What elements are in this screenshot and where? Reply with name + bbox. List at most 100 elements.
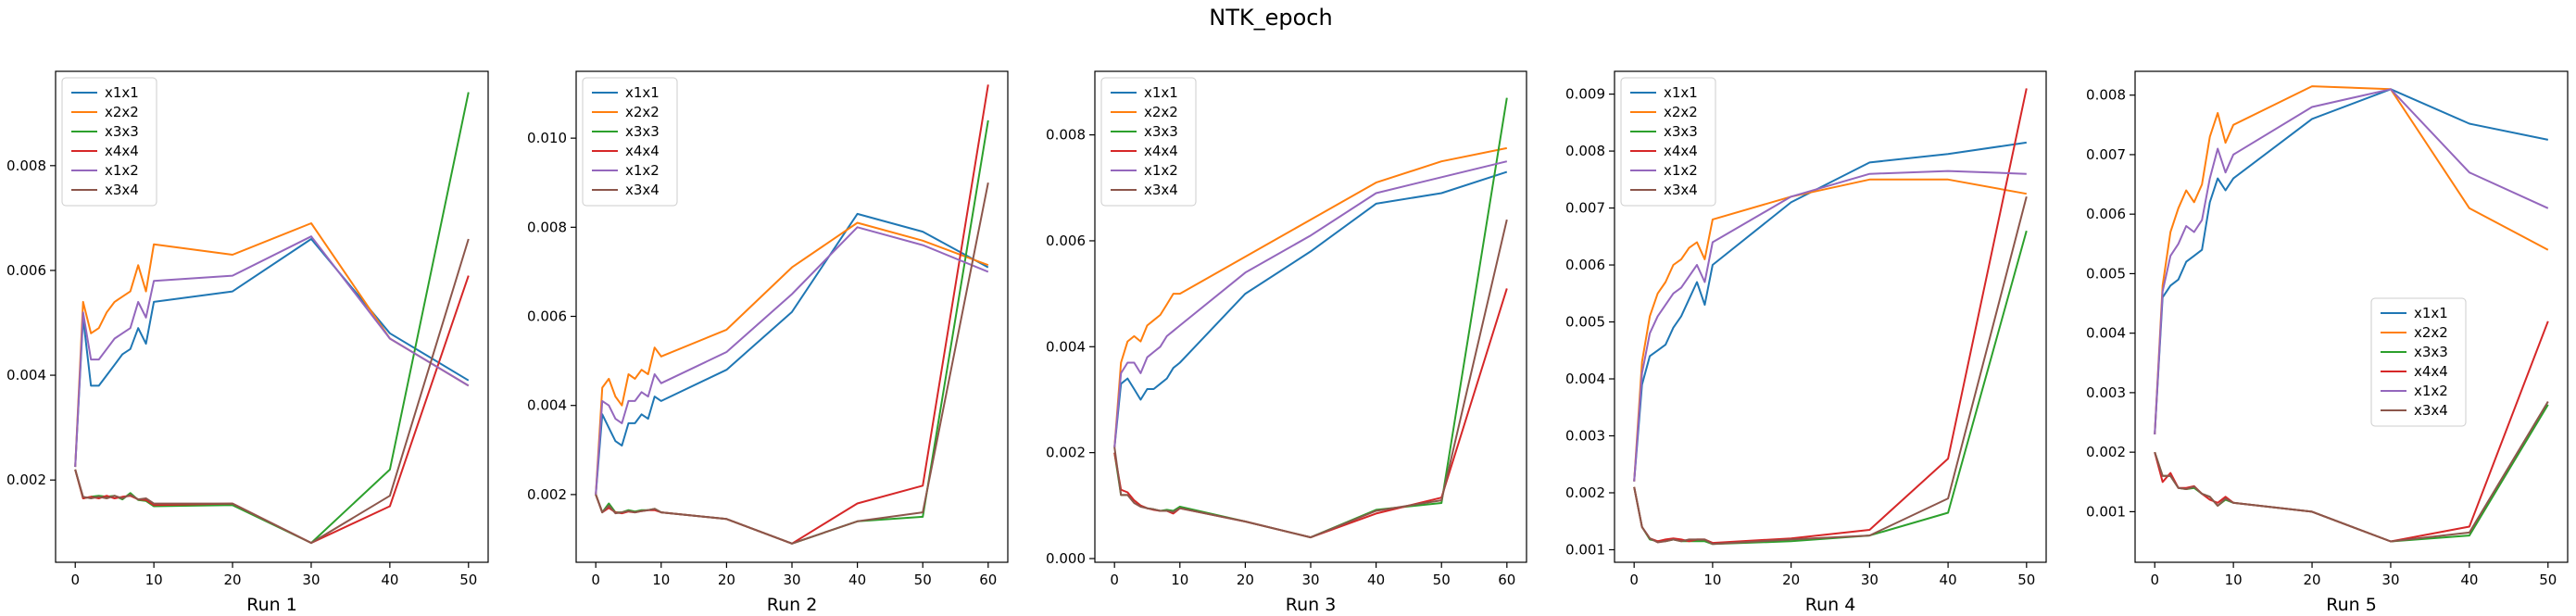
y-tick-label: 0.006 — [527, 308, 567, 325]
series-line-x3x4 — [2154, 400, 2549, 543]
legend-label-x2x2: x2x2 — [105, 104, 139, 120]
y-tick-label: 0.004 — [527, 397, 567, 414]
y-tick-label: 0.009 — [1565, 86, 1605, 103]
series-line-x1x2 — [74, 235, 470, 468]
y-tick-label: 0.004 — [1565, 371, 1605, 387]
y-tick-label: 0.008 — [2086, 87, 2126, 104]
x-tick-label: 30 — [783, 572, 800, 588]
x-tick-label: 30 — [302, 572, 320, 588]
y-tick-label: 0.006 — [1046, 233, 1086, 249]
y-tick-label: 0.006 — [1565, 257, 1605, 273]
series-line-x3x4 — [1633, 196, 2028, 546]
legend-label-x1x1: x1x1 — [1144, 84, 1178, 101]
x-tick-label: 60 — [1498, 572, 1515, 588]
legend-label-x3x4: x3x4 — [1664, 182, 1698, 198]
legend-label-x3x4: x3x4 — [2414, 402, 2448, 419]
legend-label-x1x2: x1x2 — [105, 162, 139, 179]
subplot-grid: 0 10 20 30 40 50 0.002 0.004 0.006 0.008 Run 1 x1x1… — [6, 70, 2569, 615]
legend-label-x2x2: x2x2 — [1144, 104, 1178, 120]
series-line-x2x2 — [595, 221, 989, 495]
legend-label-x3x3: x3x3 — [2414, 344, 2448, 360]
x-tick-label: 50 — [1433, 572, 1451, 588]
y-tick-label: 0.003 — [2086, 384, 2126, 401]
x-axis-label: Run 4 — [1805, 595, 1856, 615]
x-tick-label: 20 — [2303, 572, 2320, 588]
y-tick-label: 0.006 — [2086, 206, 2126, 222]
legend-label-x3x4: x3x4 — [1144, 182, 1178, 198]
series-line-x1x1 — [1113, 170, 1508, 448]
x-tick-label: 10 — [1703, 572, 1721, 588]
series-line-x3x4 — [74, 238, 470, 545]
legend-label-x4x4: x4x4 — [105, 143, 139, 159]
x-tick-label: 40 — [2460, 572, 2478, 588]
y-tick-label: 0.002 — [1046, 445, 1086, 461]
x-tick-label: 20 — [1237, 572, 1254, 588]
y-tick-label: 0.007 — [1565, 200, 1605, 217]
x-tick-label: 0 — [1110, 572, 1119, 588]
legend-box — [582, 77, 678, 207]
x-axis-label: Run 3 — [1286, 595, 1337, 615]
x-tick-label: 0 — [1629, 572, 1639, 588]
legend-label-x3x3: x3x3 — [1144, 123, 1178, 140]
legend: x1x1 x2x2 x3x3 x4x4 x1x2 x3x4 — [1620, 77, 1716, 207]
legend: x1x1 x2x2 x3x3 x4x4 x1x2 x3x4 — [1100, 77, 1197, 207]
series-line-x2x2 — [74, 222, 470, 468]
series-line-x1x2 — [1113, 160, 1508, 447]
legend-label-x1x2: x1x2 — [2414, 383, 2448, 399]
legend-label-x1x2: x1x2 — [625, 162, 660, 179]
series-line-x2x2 — [1113, 146, 1507, 447]
y-tick-label: 0.004 — [6, 367, 46, 383]
x-tick-label: 40 — [381, 572, 398, 588]
y-tick-label: 0.004 — [1046, 338, 1086, 355]
x-tick-label: 40 — [1940, 572, 1957, 588]
x-tick-label: 20 — [223, 572, 241, 588]
legend: x1x1 x2x2 x3x3 x4x4 x1x2 x3x4 — [61, 77, 157, 207]
legend-label-x2x2: x2x2 — [625, 104, 660, 120]
legend-label-x1x1: x1x1 — [1664, 84, 1698, 101]
y-tick-label: 0.004 — [2086, 325, 2126, 342]
subplot-run-3: 0 10 20 30 40 50 60 0.000 0.002 0.004 0.006 0.008 Ru… — [1046, 70, 1527, 615]
x-tick-label: 50 — [914, 572, 932, 588]
series-line-x1x2 — [595, 226, 989, 495]
x-tick-label: 40 — [848, 572, 866, 588]
y-tick-label: 0.005 — [1565, 314, 1605, 331]
legend-label-x4x4: x4x4 — [1144, 143, 1178, 159]
x-tick-label: 10 — [1171, 572, 1188, 588]
legend-box — [2370, 297, 2467, 427]
legend-label-x3x3: x3x3 — [625, 123, 660, 140]
legend-label-x4x4: x4x4 — [1664, 143, 1698, 159]
x-tick-label: 0 — [591, 572, 600, 588]
series-line-x1x1 — [2154, 88, 2549, 434]
axes-frame — [2134, 70, 2569, 563]
y-tick-label: 0.002 — [1565, 484, 1605, 501]
legend-label-x2x2: x2x2 — [2414, 324, 2448, 341]
subplot-run-1: 0 10 20 30 40 50 0.002 0.004 0.006 0.008 Run 1 x1x1… — [6, 70, 489, 615]
x-axis-label: Run 2 — [767, 595, 818, 615]
axes-frame — [55, 70, 489, 563]
series-line-x1x1 — [1633, 141, 2027, 482]
x-tick-label: 20 — [718, 572, 735, 588]
legend-box — [61, 77, 157, 207]
legend-label-x1x2: x1x2 — [1144, 162, 1178, 179]
y-tick-label: 0.008 — [1565, 143, 1605, 159]
x-tick-label: 0 — [2150, 572, 2159, 588]
series-line-x3x4 — [1113, 219, 1508, 539]
y-tick-label: 0.002 — [6, 471, 46, 488]
series-line-x3x4 — [595, 182, 989, 545]
x-tick-label: 50 — [2539, 572, 2557, 588]
series-line-x2x2 — [2154, 85, 2549, 434]
x-tick-label: 50 — [459, 572, 477, 588]
legend-label-x1x2: x1x2 — [1664, 162, 1698, 179]
legend: x1x1 x2x2 x3x3 x4x4 x1x2 x3x4 — [2370, 297, 2467, 427]
y-tick-label: 0.008 — [6, 157, 46, 174]
x-tick-label: 30 — [1861, 572, 1879, 588]
y-tick-label: 0.003 — [1565, 428, 1605, 445]
y-tick-label: 0.005 — [2086, 265, 2126, 282]
x-axis-label: Run 1 — [246, 595, 297, 615]
x-axis-label: Run 5 — [2326, 595, 2377, 615]
x-tick-label: 30 — [1301, 572, 1319, 588]
y-tick-label: 0.008 — [1046, 127, 1086, 144]
x-tick-label: 50 — [2017, 572, 2035, 588]
